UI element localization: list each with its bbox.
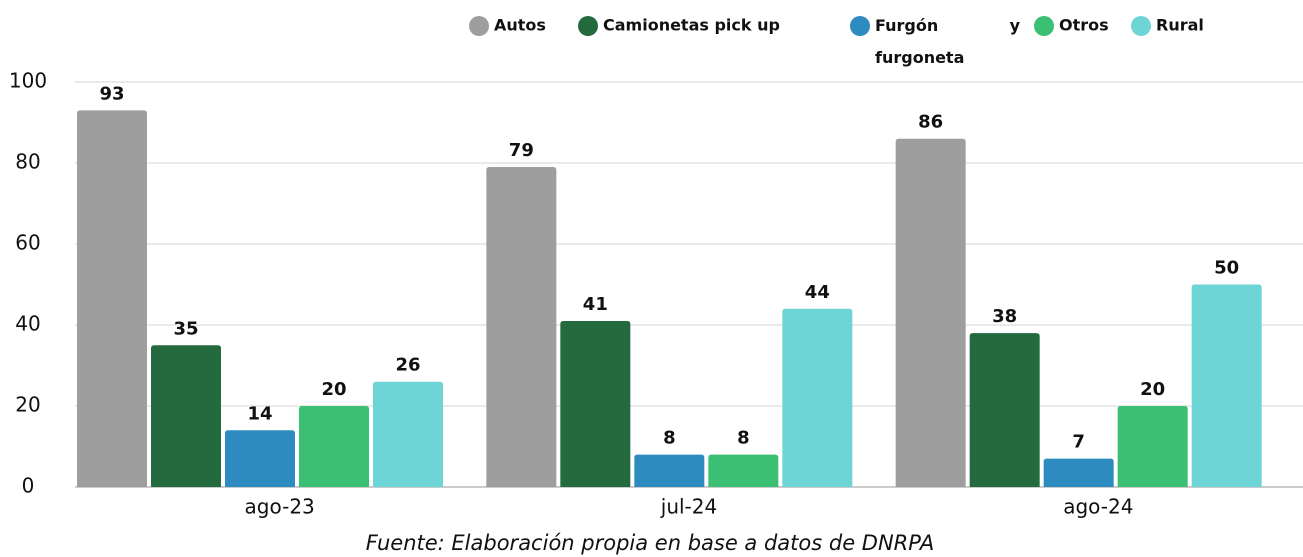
bar [77,110,147,487]
value-label: 50 [1214,258,1239,279]
bar [1191,284,1262,487]
legend-marker [469,16,489,36]
value-label: 26 [395,355,420,376]
bar [373,381,443,487]
legend-marker [578,16,598,36]
value-label: 20 [1140,379,1165,400]
bar [1043,458,1114,487]
legend-marker [1131,16,1151,36]
bar [782,308,853,487]
value-label: 86 [918,112,943,133]
legend-label: Furgón y furgoneta [875,16,1021,67]
bar [708,454,779,487]
y-tick-label: 80 [15,150,40,174]
y-tick-label: 20 [15,393,40,417]
value-label: 35 [173,318,198,339]
legend-label: Rural [1156,16,1204,35]
value-label: 8 [737,428,750,449]
bar [299,406,369,487]
value-label: 20 [321,379,346,400]
y-tick-label: 40 [15,312,40,336]
value-label: 79 [509,140,534,161]
value-label: 7 [1072,432,1085,453]
value-label: 93 [99,83,124,104]
legend-label: Camionetas pick up [603,16,780,35]
bar [151,345,221,487]
bar [895,138,966,487]
legend-marker [850,16,870,36]
value-label: 14 [247,403,272,424]
y-tick-label: 100 [9,69,47,93]
bar [634,454,705,487]
bar [486,167,557,488]
x-tick-label: ago-23 [245,495,315,519]
bar [560,320,631,487]
x-tick-label: ago-24 [1063,495,1133,519]
y-tick-label: 0 [22,474,35,498]
bar [225,430,295,487]
legend-marker [1034,16,1054,36]
legend-label: Otros [1059,16,1109,35]
value-label: 8 [663,428,676,449]
x-tick-label: jul-24 [660,495,717,519]
legend-label: Autos [494,16,546,35]
bar [1117,406,1188,487]
y-tick-label: 60 [15,231,40,255]
caption: Fuente: Elaboración propia en base a dat… [366,531,935,555]
value-label: 44 [805,282,830,303]
bar [969,333,1040,487]
value-label: 41 [583,294,608,315]
value-label: 38 [992,306,1017,327]
